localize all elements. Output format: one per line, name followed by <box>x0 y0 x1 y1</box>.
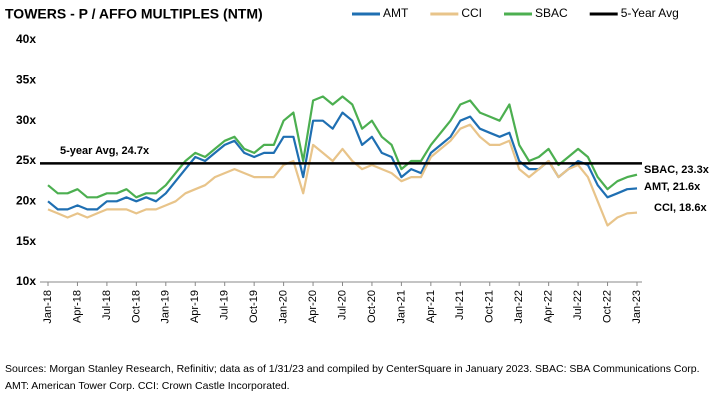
legend-label: AMT <box>383 6 409 20</box>
x-tick-label: Jul-19 <box>219 290 231 320</box>
y-tick-label: 30x <box>16 113 36 127</box>
footnote: AMT: American Tower Corp. CCI: Crown Cas… <box>5 380 290 392</box>
x-tick-label: Apr-18 <box>71 290 83 323</box>
series-line <box>47 123 638 227</box>
annotation: 5-year Avg, 24.7x <box>60 145 150 157</box>
x-tick-label: Jul-22 <box>572 290 584 320</box>
x-tick-label: Jan-21 <box>395 290 407 324</box>
x-tick-label: Apr-19 <box>189 290 201 323</box>
legend-label: 5-Year Avg <box>621 6 679 20</box>
series-line <box>47 95 638 199</box>
x-tick-label: Apr-21 <box>425 290 437 323</box>
x-tick-label: Jan-18 <box>42 290 54 324</box>
x-tick-label: Oct-20 <box>366 290 378 323</box>
annotation: SBAC, 23.3x <box>644 164 710 176</box>
x-tick-label: Jan-19 <box>160 290 172 324</box>
legend-label: CCI <box>461 6 482 20</box>
x-tick-label: Jan-23 <box>631 290 643 324</box>
y-tick-label: 35x <box>16 73 36 87</box>
x-tick-label: Jan-22 <box>513 290 525 324</box>
y-tick-label: 25x <box>16 153 36 167</box>
y-tick-label: 20x <box>16 194 36 208</box>
annotation: CCI, 18.6x <box>654 202 707 214</box>
footnote: Sources: Morgan Stanley Research, Refini… <box>5 363 700 375</box>
x-tick-label: Oct-18 <box>130 290 142 323</box>
x-tick-label: Oct-19 <box>248 290 260 323</box>
x-tick-label: Apr-22 <box>543 290 555 323</box>
y-tick-label: 10x <box>16 274 36 288</box>
x-tick-label: Oct-21 <box>484 290 496 323</box>
x-tick-label: Jul-18 <box>101 290 113 320</box>
x-tick-label: Oct-22 <box>601 290 613 323</box>
x-tick-label: Jan-20 <box>278 290 290 324</box>
x-tick-label: Jul-21 <box>454 290 466 320</box>
y-tick-label: 40x <box>16 32 36 46</box>
chart-title: TOWERS - P / AFFO MULTIPLES (NTM) <box>5 6 263 22</box>
annotation: AMT, 21.6x <box>644 181 701 193</box>
x-tick-label: Apr-20 <box>307 290 319 323</box>
legend-label: SBAC <box>535 6 568 20</box>
y-tick-label: 15x <box>16 234 36 248</box>
x-tick-label: Jul-20 <box>336 290 348 320</box>
